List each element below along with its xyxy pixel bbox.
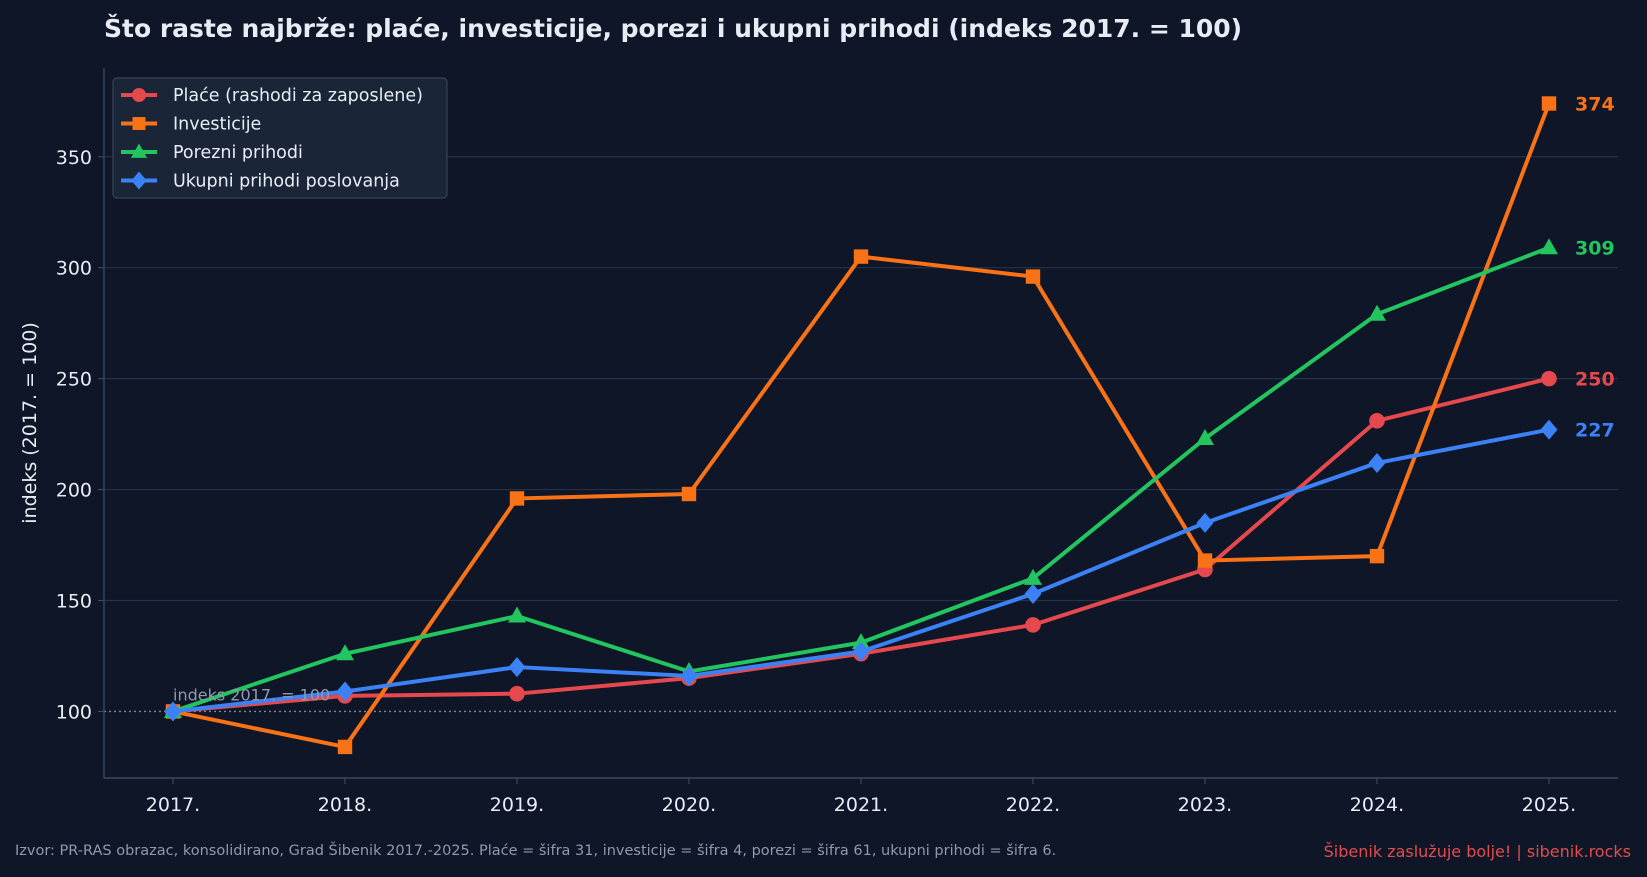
legend-item: Investicije [121,115,261,135]
data-point [1024,568,1042,585]
source-note: Izvor: PR-RAS obrazac, konsolidirano, Gr… [15,843,1057,859]
legend-label: Investicije [173,115,261,135]
y-tick-label: 300 [56,258,92,280]
brand-link[interactable]: Šibenik zaslužuje bolje! | sibenik.rocks [1323,842,1631,861]
legend-item: Porezni prihodi [121,143,303,163]
data-point [1540,238,1558,255]
series-layer [164,96,1558,755]
data-point [681,486,697,502]
data-point [336,681,354,702]
x-tick-label: 2017. [146,794,200,816]
x-tick-label: 2024. [1350,794,1404,816]
x-tick-label: 2023. [1178,794,1232,816]
end-value-label: 374 [1575,94,1615,116]
data-point [509,491,525,506]
end-value-label: 309 [1575,238,1615,260]
x-tick-label: 2020. [662,794,716,816]
y-tick-label: 150 [56,591,92,613]
legend-swatch-marker [130,143,148,158]
series-diamond-3 [164,419,1558,722]
data-point [336,644,354,661]
data-point [1024,583,1042,604]
data-point [1540,419,1558,440]
legend-swatch-marker [132,117,146,130]
data-point [853,249,869,264]
data-point [337,739,353,755]
legend-label: Plaće (rashodi za zaposlene) [173,86,423,106]
grid-layer [104,156,1618,713]
end-value-label: 250 [1575,369,1615,391]
legend: Plaće (rashodi za zaposlene) Investicije P… [112,77,448,199]
data-point [1025,269,1041,284]
data-point [509,685,525,702]
legend-box [112,77,448,199]
y-tick-label: 250 [56,369,92,391]
x-tick-label: 2021. [834,794,888,816]
legend-label: Ukupni prihodi poslovanja [173,172,400,192]
axis-layer: 100 150 200 250 300 350 2017. 2018. 2019. 2020. 20… [19,68,1618,816]
data-point [508,657,526,678]
legend-item: Plaće (rashodi za zaposlene) [121,86,423,106]
legend-item: Ukupni prihodi poslovanja [121,171,400,192]
y-tick-label: 100 [56,701,92,723]
end-value-label: 227 [1575,420,1615,442]
chart-title: Što raste najbrže: plaće, investicije, p… [104,14,1243,43]
data-point [1369,548,1385,564]
series-line [172,427,1550,714]
legend-label: Porezni prihodi [173,143,303,163]
data-point [852,641,870,662]
data-point [680,665,698,686]
series-circle-0 [165,370,1557,720]
y-tick-label: 350 [56,147,92,169]
data-point [1369,412,1385,429]
baseline-label: indeks 2017. = 100 [173,685,330,704]
x-tick-label: 2022. [1006,794,1060,816]
data-point [1025,617,1041,633]
data-point [1196,429,1214,446]
legend-swatch-marker [131,87,147,103]
y-tick-label: 200 [56,480,92,502]
data-point [508,606,526,623]
data-point [1196,512,1214,533]
y-axis-label: indeks (2017. = 100) [19,322,41,524]
label-layer: indeks 2017. = 100 250 374 309 227 [173,94,1615,705]
data-point [1368,304,1386,321]
x-tick-label: 2018. [318,794,372,816]
data-point [1368,452,1386,473]
data-point [852,633,870,650]
data-point [1197,553,1213,568]
data-point [164,701,182,722]
data-point [1541,96,1557,111]
x-tick-label: 2019. [490,794,544,816]
x-tick-label: 2025. [1522,794,1576,816]
data-point [1541,370,1557,387]
legend-swatch-marker [131,171,147,190]
